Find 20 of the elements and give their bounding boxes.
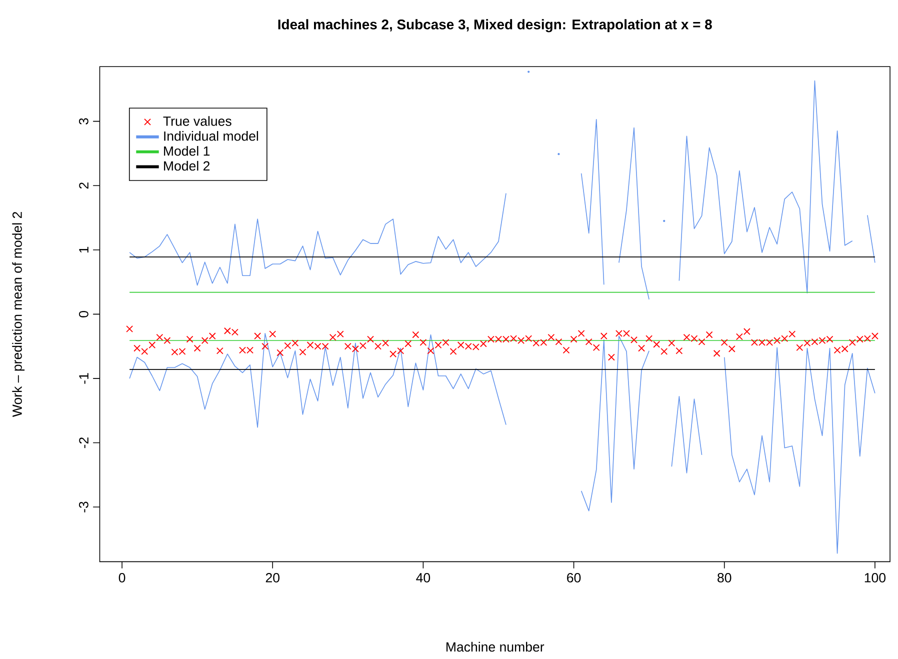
legend-label: Model 2 [164,160,210,171]
y-tick-label: 1 [79,246,88,253]
x-tick-label: 60 [567,573,581,582]
y-tick-label: 2 [79,182,88,189]
y-tick-label: -2 [79,437,88,448]
legend-label: True values [163,116,232,126]
x-tick-label: 20 [266,573,280,582]
y-axis-title: Work – prediction mean of model 2 [12,212,25,417]
y-tick-label: -3 [78,502,88,512]
y-tick-label: -1 [79,373,88,384]
chart-title: Ideal machines 2, Subcase 3, Mixed design: Extrapolation at x = 8 [278,19,712,32]
y-tick-label: 0 [78,310,88,318]
legend-label: Individual model [164,131,258,141]
legend-label: Model 1 [164,146,210,156]
x-tick-label: 0 [118,573,126,582]
x-axis-title: Machine number [446,642,544,652]
x-tick-label: 80 [718,573,732,582]
y-tick-label: 3 [78,118,88,124]
x-tick-label: 40 [416,573,430,582]
x-tick-label: 100 [864,573,886,582]
